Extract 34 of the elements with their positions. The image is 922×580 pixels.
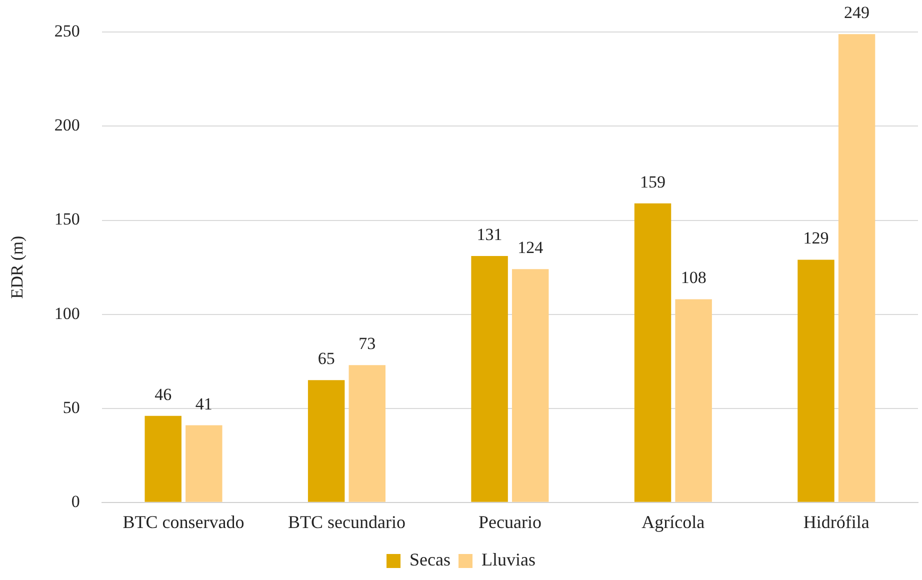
y-tick-label: 0: [71, 492, 80, 511]
y-tick-label: 150: [54, 210, 80, 229]
data-label: 41: [195, 394, 212, 414]
legend-label: Secas: [410, 550, 450, 570]
x-tick-label: BTC secundario: [288, 512, 406, 532]
bar: [634, 203, 672, 502]
bar: [512, 269, 549, 502]
legend-label: Lluvias: [481, 550, 536, 570]
bar: [675, 299, 712, 502]
data-label: 124: [518, 238, 544, 258]
data-label: 249: [844, 3, 870, 22]
bar: [798, 260, 834, 502]
data-label: 159: [640, 172, 666, 192]
y-tick-label: 200: [54, 116, 80, 135]
data-label: 65: [318, 349, 335, 368]
x-tick-label: Pecuario: [478, 512, 542, 532]
x-tick-label: Hidrófila: [803, 512, 870, 532]
y-tick-label: 250: [54, 22, 80, 41]
y-tick-label: 50: [62, 398, 80, 417]
bar: [838, 34, 876, 502]
bar: [308, 380, 345, 502]
data-label: 131: [476, 224, 502, 244]
y-tick-label: 100: [54, 304, 80, 323]
data-label: 108: [680, 268, 706, 288]
bar: [471, 256, 508, 502]
data-label: 46: [154, 384, 172, 404]
data-label: 129: [803, 228, 829, 248]
y-axis-title: EDR (m): [8, 236, 27, 299]
x-tick-label: BTC conservado: [122, 512, 244, 532]
x-tick-label: Agrícola: [642, 512, 705, 532]
bar: [144, 416, 182, 502]
bar: [348, 365, 386, 502]
data-label: 73: [358, 334, 376, 354]
bar: [186, 425, 222, 502]
